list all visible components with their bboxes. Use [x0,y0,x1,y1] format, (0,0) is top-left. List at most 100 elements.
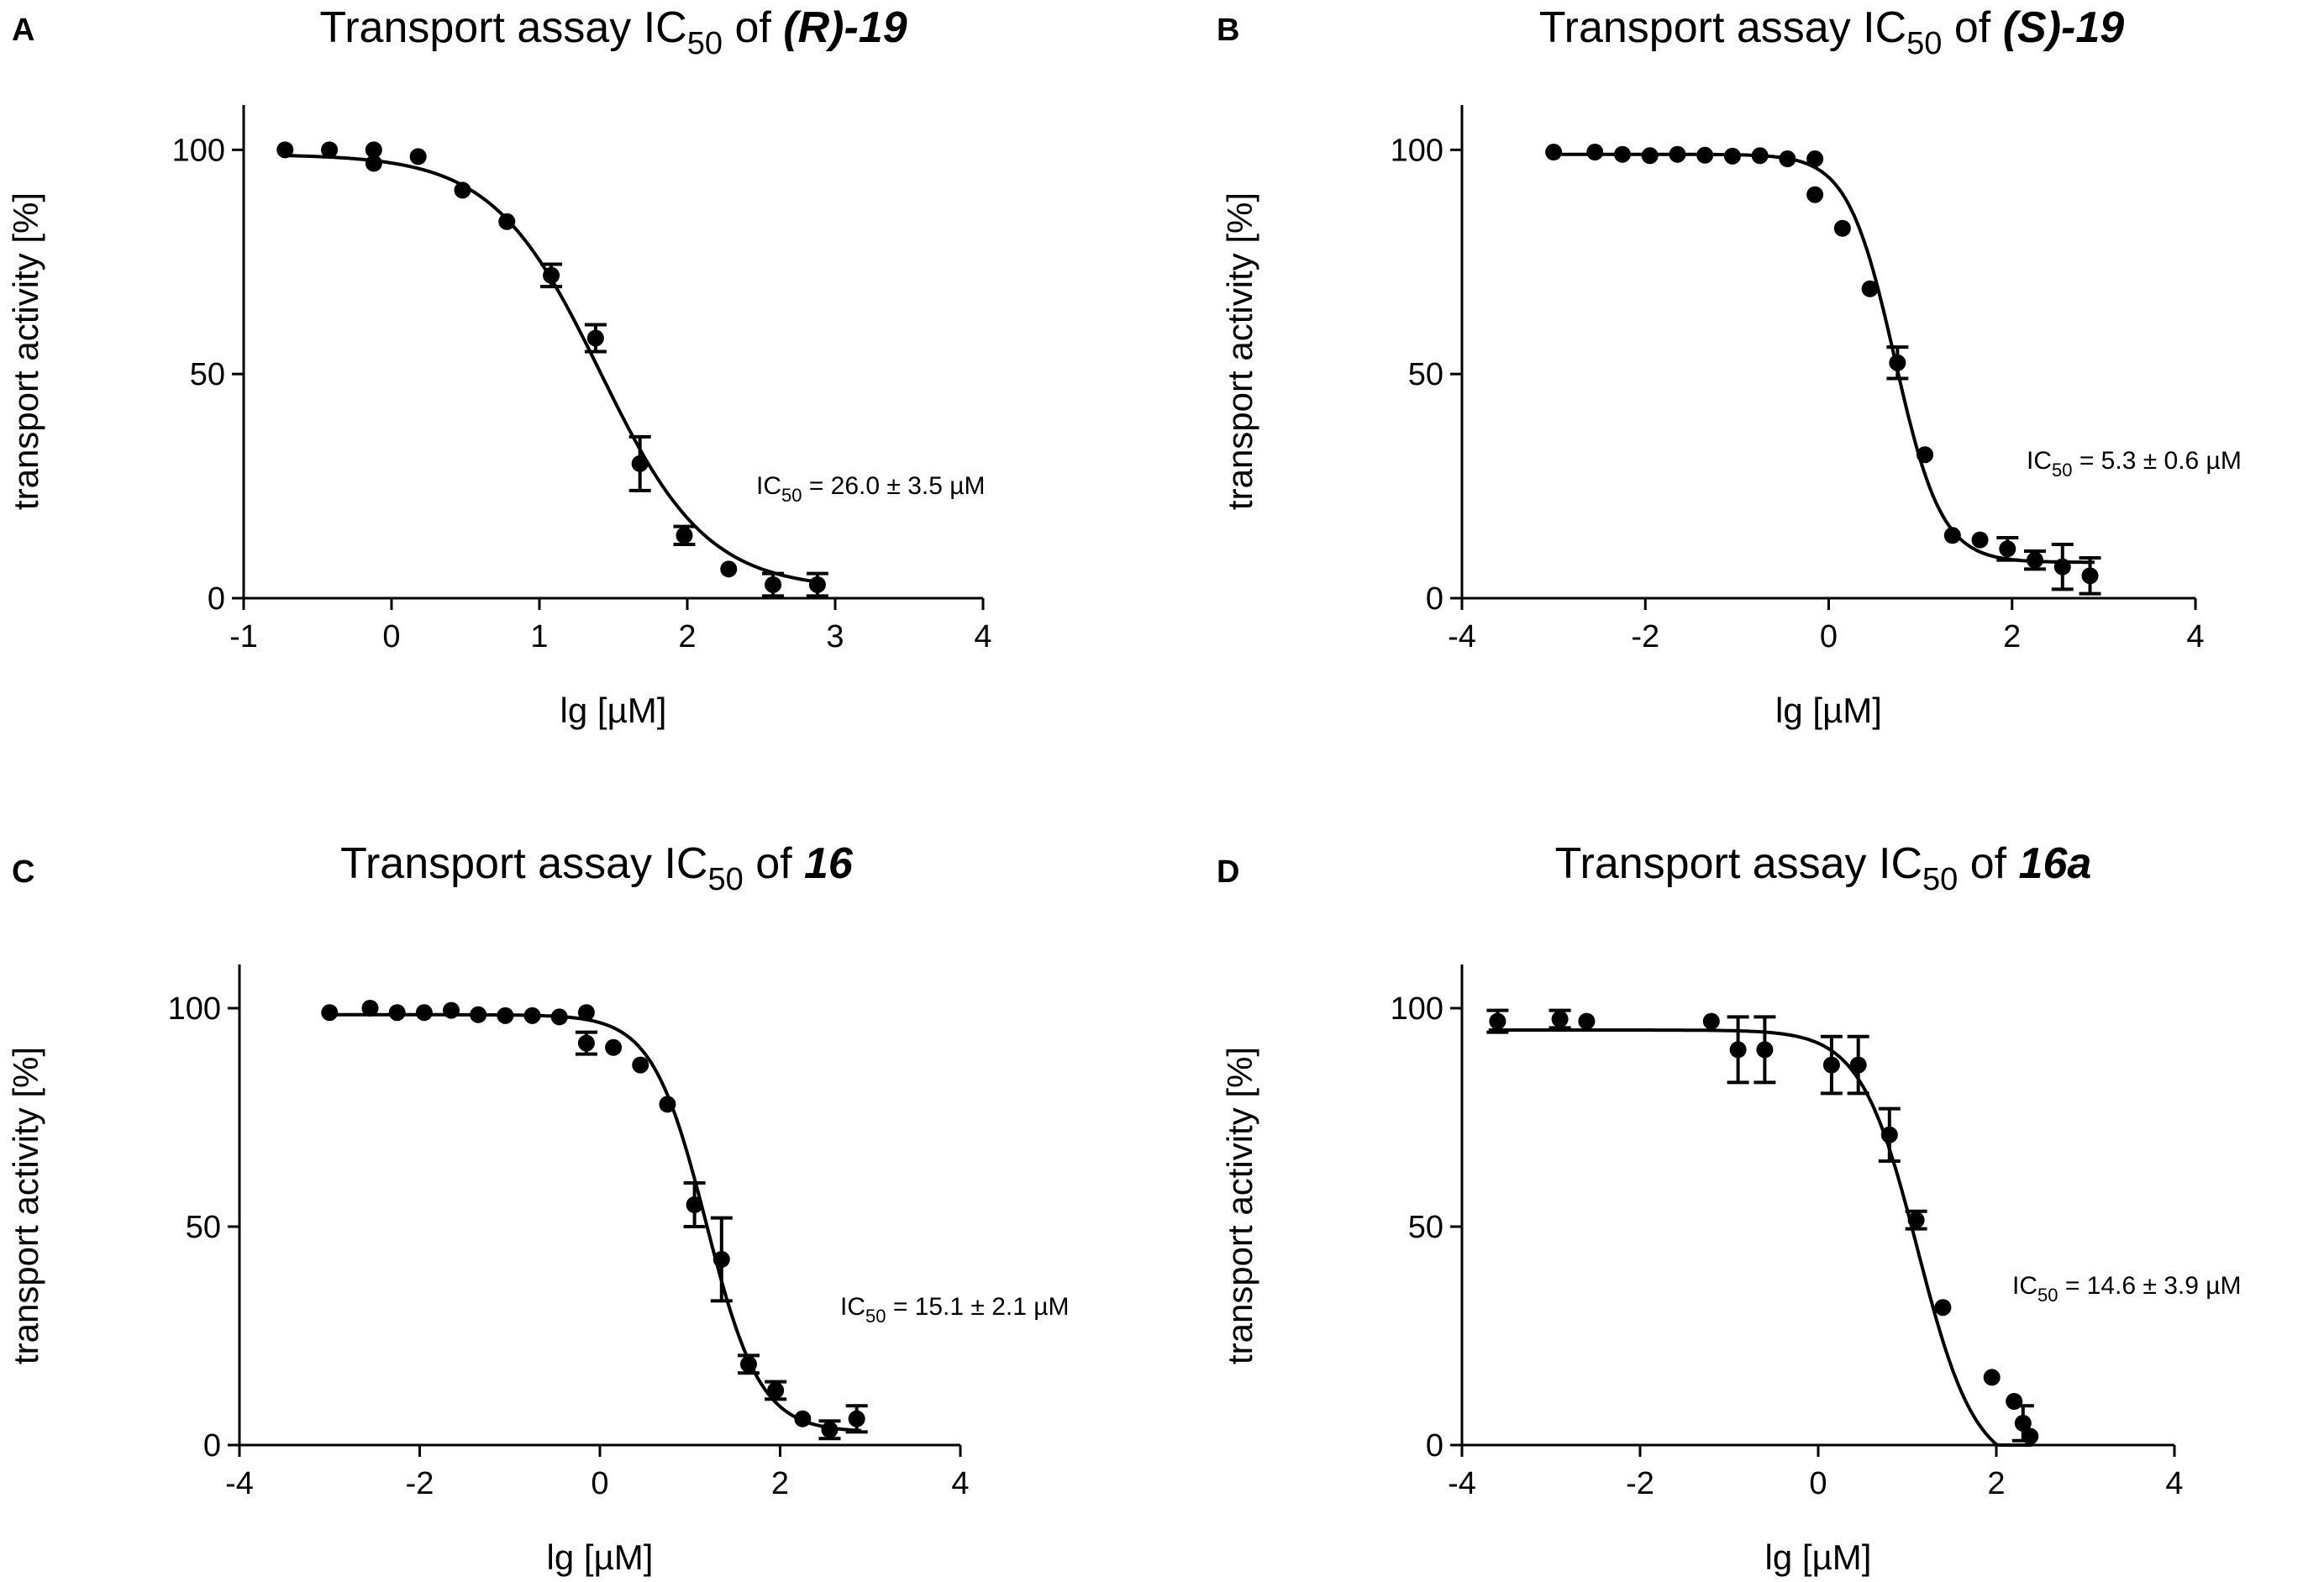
data-point [1669,145,1686,163]
panel-letter: D [1217,854,1239,890]
data-point [720,560,738,578]
x-axis-label: lg [µM] [560,691,667,730]
data-point [2027,551,2044,569]
data-point [631,455,649,472]
x-tick-label: -4 [225,1466,254,1501]
y-tick-label: 100 [1391,991,1443,1027]
x-tick-label: -1 [229,619,258,654]
data-point [808,576,826,593]
data-point [1806,150,1824,168]
x-tick-label: -2 [1631,619,1659,654]
x-tick-label: -4 [1448,1466,1476,1501]
data-point [321,1004,339,1022]
data-point [543,266,560,284]
title-text: Transport assay IC [1539,3,1906,52]
ic50-subscript: 50 [865,1306,886,1327]
data-point [767,1382,785,1399]
data-point [321,141,339,159]
x-axis-label: lg [µM] [1765,1537,1872,1577]
x-tick-label: -2 [1626,1466,1654,1501]
data-point [739,1355,757,1373]
data-point [1586,144,1604,161]
y-axis-label: transport activity [%] [6,192,45,510]
x-tick-label: 4 [2186,619,2204,654]
data-point [454,181,471,199]
data-point [1849,1056,1867,1074]
data-point [1751,147,1769,165]
chart-title: Transport assay IC50 of (R)-19 [319,3,907,61]
data-point [659,1096,676,1113]
data-point [1696,146,1714,164]
ic50-value: = 5.3 ± 0.6 µM [2072,447,2241,475]
y-tick-label: 50 [190,357,225,392]
panel-b: B Transport assay IC50 of (S)-19050100-4-… [1217,3,2242,730]
ic50-subscript: 50 [2052,460,2072,481]
ic50-prefix: IC [756,472,781,500]
data-point [1756,1041,1774,1059]
data-point [1545,144,1563,161]
data-point [470,1006,487,1023]
data-point [1489,1012,1506,1030]
title-compound: (R)-19 [783,3,907,52]
data-point [2014,1415,2032,1432]
panel-letter: C [12,854,34,890]
y-tick-label: 0 [1426,1428,1443,1464]
data-point [497,1006,514,1024]
chart-title: Transport assay IC50 of 16a [1555,839,2092,897]
y-tick-label: 0 [203,1428,221,1464]
panel-d: D Transport assay IC50 of 16a 0 50 100 -4 -2 0 2… [1217,839,2242,1577]
ic50-annotation: IC50 = 14.6 ± 3.9 µM [2012,1272,2242,1306]
data-point [2022,1427,2039,1445]
data-point [1702,1012,1720,1030]
data-point [2053,558,2071,576]
title-compound: 16a [2019,839,2092,888]
ic50-value: = 26.0 ± 3.5 µM [802,472,985,500]
fit-curve [1488,1028,2032,1447]
ic50-subscript: 50 [781,485,802,506]
panel-letter: A [12,13,34,48]
y-tick-label: 100 [172,133,225,168]
data-point [1551,1011,1569,1028]
y-tick-label: 100 [168,991,221,1027]
ic50-annotation: IC50 = 15.1 ± 2.1 µM [840,1293,1070,1327]
data-point [1833,219,1851,237]
data-point [605,1038,623,1056]
fit-curve [280,154,821,584]
data-point [1729,1041,1747,1059]
data-point [821,1421,839,1438]
data-point [2081,567,2099,585]
data-point [1723,147,1741,165]
ic50-prefix: IC [2027,447,2052,475]
x-tick-label: 2 [678,619,696,654]
fit-curve [1554,152,2095,565]
data-point [1889,354,1906,371]
title-subscript: 50 [1922,862,1958,897]
y-tick-label: 100 [1391,133,1443,168]
y-axis-label: transport activity [%] [6,1047,45,1364]
data-point [498,213,516,230]
title-text: Transport assay IC [1555,839,1922,888]
data-point [276,141,294,159]
data-point [388,1004,406,1022]
data-point [848,1410,865,1427]
data-point [361,1000,379,1017]
data-point [712,1251,730,1268]
data-point [1971,531,1989,549]
data-point [676,527,693,544]
chart-title: Transport assay IC50 of 16 [340,839,854,897]
ic50-prefix: IC [2012,1272,2037,1300]
data-point [1861,280,1879,297]
x-tick-label: 0 [382,619,400,654]
y-tick-label: 0 [1426,581,1443,617]
x-tick-label: 0 [1809,1466,1827,1501]
data-point [1934,1299,1952,1317]
data-point [1999,540,2016,558]
data-point [1917,446,1934,464]
x-tick-label: 2 [1987,1466,2005,1501]
ic50-subscript: 50 [2037,1285,2058,1306]
ic50-annotation: IC50 = 5.3 ± 0.6 µM [2027,447,2242,481]
data-point [765,576,782,593]
data-point [365,155,382,172]
chart-title: Transport assay IC50 of (S)-19 [1539,3,2124,61]
